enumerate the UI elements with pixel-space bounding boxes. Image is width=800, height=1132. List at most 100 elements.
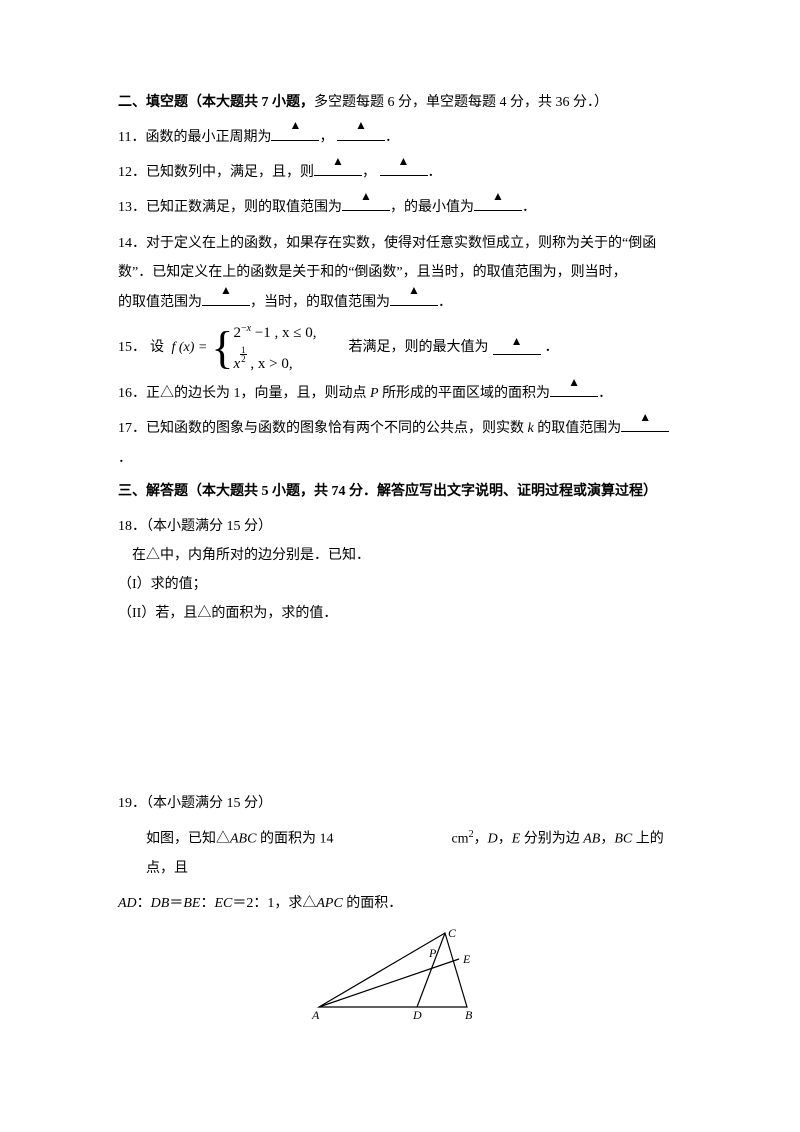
label-a: A bbox=[311, 1008, 320, 1022]
blank bbox=[314, 162, 362, 176]
section-2-header-bold: 二、填空题（本大题共 7 小题， bbox=[118, 95, 314, 110]
q14-tail: ． bbox=[438, 295, 452, 310]
q14-l2: 数”．已知定义在上的函数是关于和的“倒函数”，且当时，的取值范围为，则当时， bbox=[118, 265, 627, 280]
blank bbox=[493, 341, 541, 355]
t: cm bbox=[451, 832, 468, 847]
be: BE bbox=[183, 896, 200, 911]
label-d: D bbox=[412, 1008, 422, 1022]
question-18: 18．（本小题满分 15 分） 在△中，内角所对的边分别是．已知． （I）求的值… bbox=[118, 512, 690, 629]
blank bbox=[550, 383, 598, 397]
q11-tail: ． bbox=[385, 130, 399, 145]
question-11: 11．函数的最小正周期为 ， ． bbox=[118, 123, 690, 152]
question-19: 19．（本小题满分 15 分） 如图，已知△ABC 的面积为 14cm2，D，E… bbox=[118, 789, 690, 1023]
q13-tail: ． bbox=[522, 200, 536, 215]
blank bbox=[271, 127, 319, 141]
label-b: B bbox=[465, 1008, 473, 1022]
q13-sep: ，的最小值为 bbox=[390, 200, 474, 215]
blank bbox=[390, 292, 438, 306]
q15-pre: 设 bbox=[150, 335, 164, 362]
question-15: 15． 设 f (x) = { 2−x −1 , x ≤ 0, x12 , x … bbox=[118, 323, 690, 373]
question-12: 12．已知数列中，满足，且，则 ， ． bbox=[118, 158, 690, 187]
blank bbox=[621, 418, 669, 432]
ad: AD bbox=[118, 896, 137, 911]
t: ， bbox=[474, 832, 488, 847]
label-e: E bbox=[462, 952, 471, 966]
q14-l1a: 对于定义在上的函数，如果存在实数，使得对任意实数恒成立，则称为关于的“倒函 bbox=[146, 236, 656, 251]
q13-num: 13． bbox=[118, 200, 146, 215]
t: 的面积为 14 bbox=[256, 832, 333, 847]
q17-tail: ． bbox=[118, 451, 132, 466]
case-2: x12 , x > 0, bbox=[233, 346, 316, 373]
section-2-header: 二、填空题（本大题共 7 小题，多空题每题 6 分，单空题每题 4 分，共 36… bbox=[118, 90, 690, 117]
blank bbox=[474, 197, 522, 211]
q13-t1: 已知正数满足，则的取值范围为 bbox=[146, 200, 342, 215]
triangle-abc bbox=[319, 933, 467, 1007]
q19-figure: A B C D E P bbox=[118, 927, 690, 1023]
q16-tail: ． bbox=[598, 386, 612, 401]
blank bbox=[337, 127, 385, 141]
q15-tail: ． bbox=[545, 335, 559, 362]
question-17: 17．已知函数的图象与函数的图象恰有两个不同的公共点，则实数 k 的取值范围为． bbox=[118, 414, 690, 473]
ab: AB bbox=[583, 832, 600, 847]
q12-sep: ， bbox=[362, 165, 376, 180]
t: ， bbox=[498, 832, 512, 847]
q12-tail: ． bbox=[428, 165, 442, 180]
c1b: −1 , x ≤ 0, bbox=[251, 325, 316, 341]
cases: 2−x −1 , x ≤ 0, x12 , x > 0, bbox=[233, 323, 316, 373]
q16-num: 16． bbox=[118, 386, 146, 401]
question-14: 14．对于定义在上的函数，如果存在实数，使得对任意实数恒成立，则称为关于的“倒函… bbox=[118, 229, 690, 317]
q17-t1: 已知函数的图象与函数的图象恰有两个不同的公共点，则实数 bbox=[146, 421, 528, 436]
q19-l2: AD：DB＝BE：EC＝2：1，求△APC 的面积． bbox=[118, 889, 690, 918]
q19-l1: 如图，已知△ABC 的面积为 14cm2，D，E 分别为边 AB，BC 上的点，… bbox=[118, 824, 690, 883]
t: ＝2：1，求△ bbox=[232, 896, 316, 911]
q15-fx: f (x) = bbox=[168, 335, 207, 362]
question-13: 13．已知正数满足，则的取值范围为 ，的最小值为 ． bbox=[118, 193, 690, 222]
abc: ABC bbox=[230, 832, 256, 847]
question-16: 16．正△的边长为 1，向量，且，则动点 P 所形成的平面区域的面积为 ． bbox=[118, 379, 690, 408]
line-dc bbox=[417, 933, 445, 1007]
t: ＝ bbox=[169, 896, 183, 911]
case-1: 2−x −1 , x ≤ 0, bbox=[233, 323, 316, 342]
blank bbox=[342, 197, 390, 211]
q15-fx-text: f (x) = bbox=[172, 340, 208, 355]
section-3-header: 三、解答题（本大题共 5 小题，共 74 分．解答应写出文字说明、证明过程或演算… bbox=[118, 479, 690, 506]
piecewise-block: { 2−x −1 , x ≤ 0, x12 , x > 0, bbox=[211, 323, 316, 373]
t: 如图，已知△ bbox=[146, 832, 230, 847]
label-c2: C bbox=[448, 927, 457, 940]
t: ， bbox=[600, 832, 614, 847]
q14-l3b: ，当时，的取值范围为 bbox=[250, 295, 390, 310]
c2b: , x > 0, bbox=[247, 356, 293, 372]
q12-t1: 已知数列中，满足，且，则 bbox=[146, 165, 314, 180]
blank bbox=[380, 162, 428, 176]
ec: EC bbox=[214, 896, 232, 911]
q11-t1: 函数的最小正周期为 bbox=[145, 130, 271, 145]
q11-sep: ， bbox=[319, 130, 333, 145]
q12-num: 12． bbox=[118, 165, 146, 180]
q18-p1: （I）求的值； bbox=[118, 570, 690, 599]
q11-num: 11． bbox=[118, 130, 145, 145]
q17-t2: 的取值范围为 bbox=[534, 421, 622, 436]
q15-num: 15． bbox=[118, 335, 146, 362]
e: E bbox=[512, 832, 521, 847]
q16-p: P bbox=[370, 386, 379, 401]
label-p: P bbox=[428, 946, 437, 960]
q18-body: 在△中，内角所对的边分别是．已知． bbox=[118, 543, 690, 570]
q14-num: 14． bbox=[118, 236, 146, 251]
t: 的面积． bbox=[343, 896, 403, 911]
q19-title: （本小题满分 15 分） bbox=[146, 796, 272, 811]
t: ： bbox=[137, 896, 151, 911]
c1exp: −x bbox=[241, 323, 251, 334]
db: DB bbox=[151, 896, 170, 911]
t: 分别为边 bbox=[520, 832, 583, 847]
q19-num: 19． bbox=[118, 796, 146, 811]
q14-l3a: 的取值范围为 bbox=[118, 295, 202, 310]
q18-p2: （II）若，且△的面积为，求的值． bbox=[118, 599, 690, 628]
q19-header: 19．（本小题满分 15 分） bbox=[118, 789, 690, 818]
brace-icon: { bbox=[211, 325, 233, 371]
q16-t1: 正△的边长为 1，向量，且，则动点 bbox=[146, 386, 370, 401]
triangle-diagram: A B C D E P bbox=[309, 927, 499, 1023]
q16-t2: 所形成的平面区域的面积为 bbox=[379, 386, 551, 401]
blank bbox=[202, 292, 250, 306]
q15-post: 若满足，则的最大值为 bbox=[349, 335, 489, 362]
q17-num: 17． bbox=[118, 421, 146, 436]
